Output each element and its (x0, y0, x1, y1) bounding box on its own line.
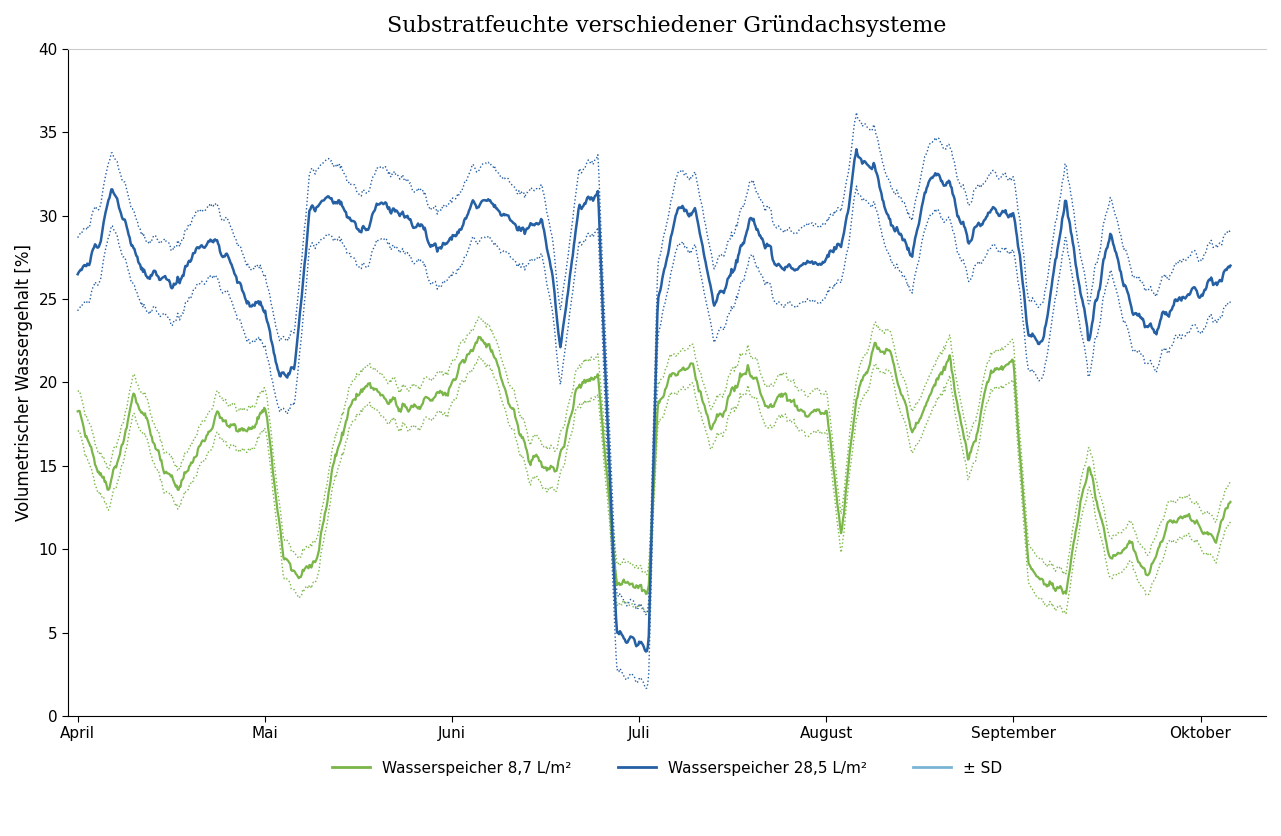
Y-axis label: Volumetrischer Wassergehalt [%]: Volumetrischer Wassergehalt [%] (15, 244, 33, 521)
Legend: Wasserspeicher 8,7 L/m², Wasserspeicher 28,5 L/m², ± SD: Wasserspeicher 8,7 L/m², Wasserspeicher … (325, 755, 1008, 782)
Title: Substratfeuchte verschiedener Gründachsysteme: Substratfeuchte verschiedener Gründachsy… (387, 15, 947, 37)
